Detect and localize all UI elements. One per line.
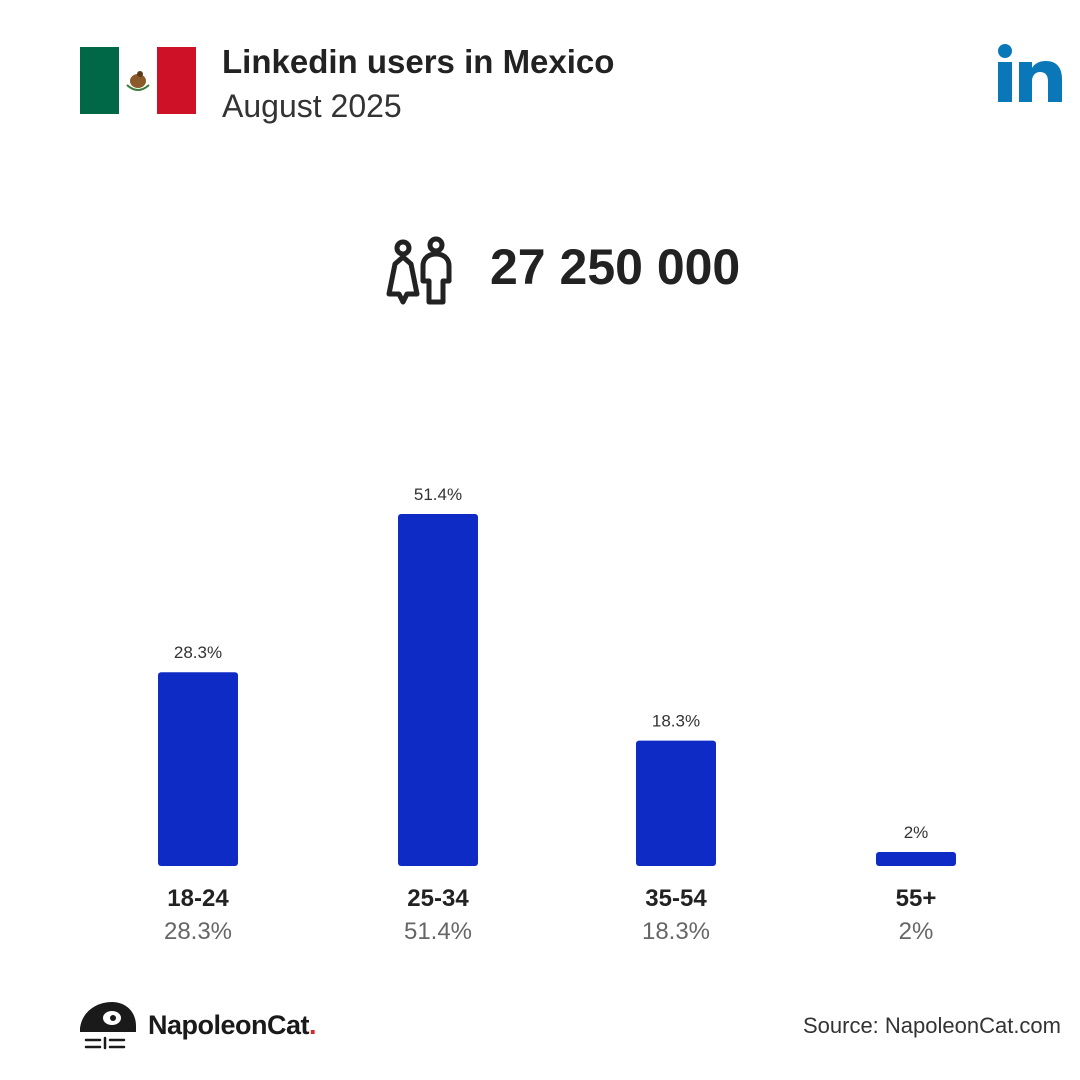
data-label-35-54: 18.3% [652, 712, 700, 731]
data-label-55+: 2% [904, 823, 929, 842]
napoleoncat-logo-icon [80, 1002, 136, 1050]
category-sublabel-55+: 2% [899, 918, 934, 945]
category-label-55+: 55+ [896, 885, 937, 912]
category-label-25-34: 25-34 [407, 885, 469, 912]
category-sublabel-18-24: 28.3% [164, 918, 232, 945]
users-icon [386, 236, 452, 305]
brand-name: NapoleonCat. [148, 1010, 317, 1041]
mexico-flag-icon [80, 47, 196, 114]
category-label-18-24: 18-24 [167, 885, 229, 912]
brand-name-text: NapoleonCat [148, 1010, 310, 1040]
bar-25-34 [398, 514, 478, 866]
data-label-25-34: 51.4% [414, 485, 462, 504]
bar-35-54 [636, 740, 716, 866]
total-users-value: 27 250 000 [490, 239, 741, 295]
bar-18-24 [158, 672, 238, 866]
linkedin-logo-icon [998, 44, 1062, 102]
source-text: Source: NapoleonCat.com [802, 1013, 1061, 1038]
category-sublabel-35-54: 18.3% [642, 918, 710, 945]
category-label-35-54: 35-54 [645, 885, 707, 912]
category-sublabel-25-34: 51.4% [404, 918, 472, 945]
brand-dot: . [309, 1010, 317, 1040]
page-subtitle: August 2025 [222, 88, 402, 124]
data-label-18-24: 28.3% [174, 643, 222, 662]
page-title: Linkedin users in Mexico [222, 43, 615, 80]
bar-55+ [876, 852, 956, 866]
